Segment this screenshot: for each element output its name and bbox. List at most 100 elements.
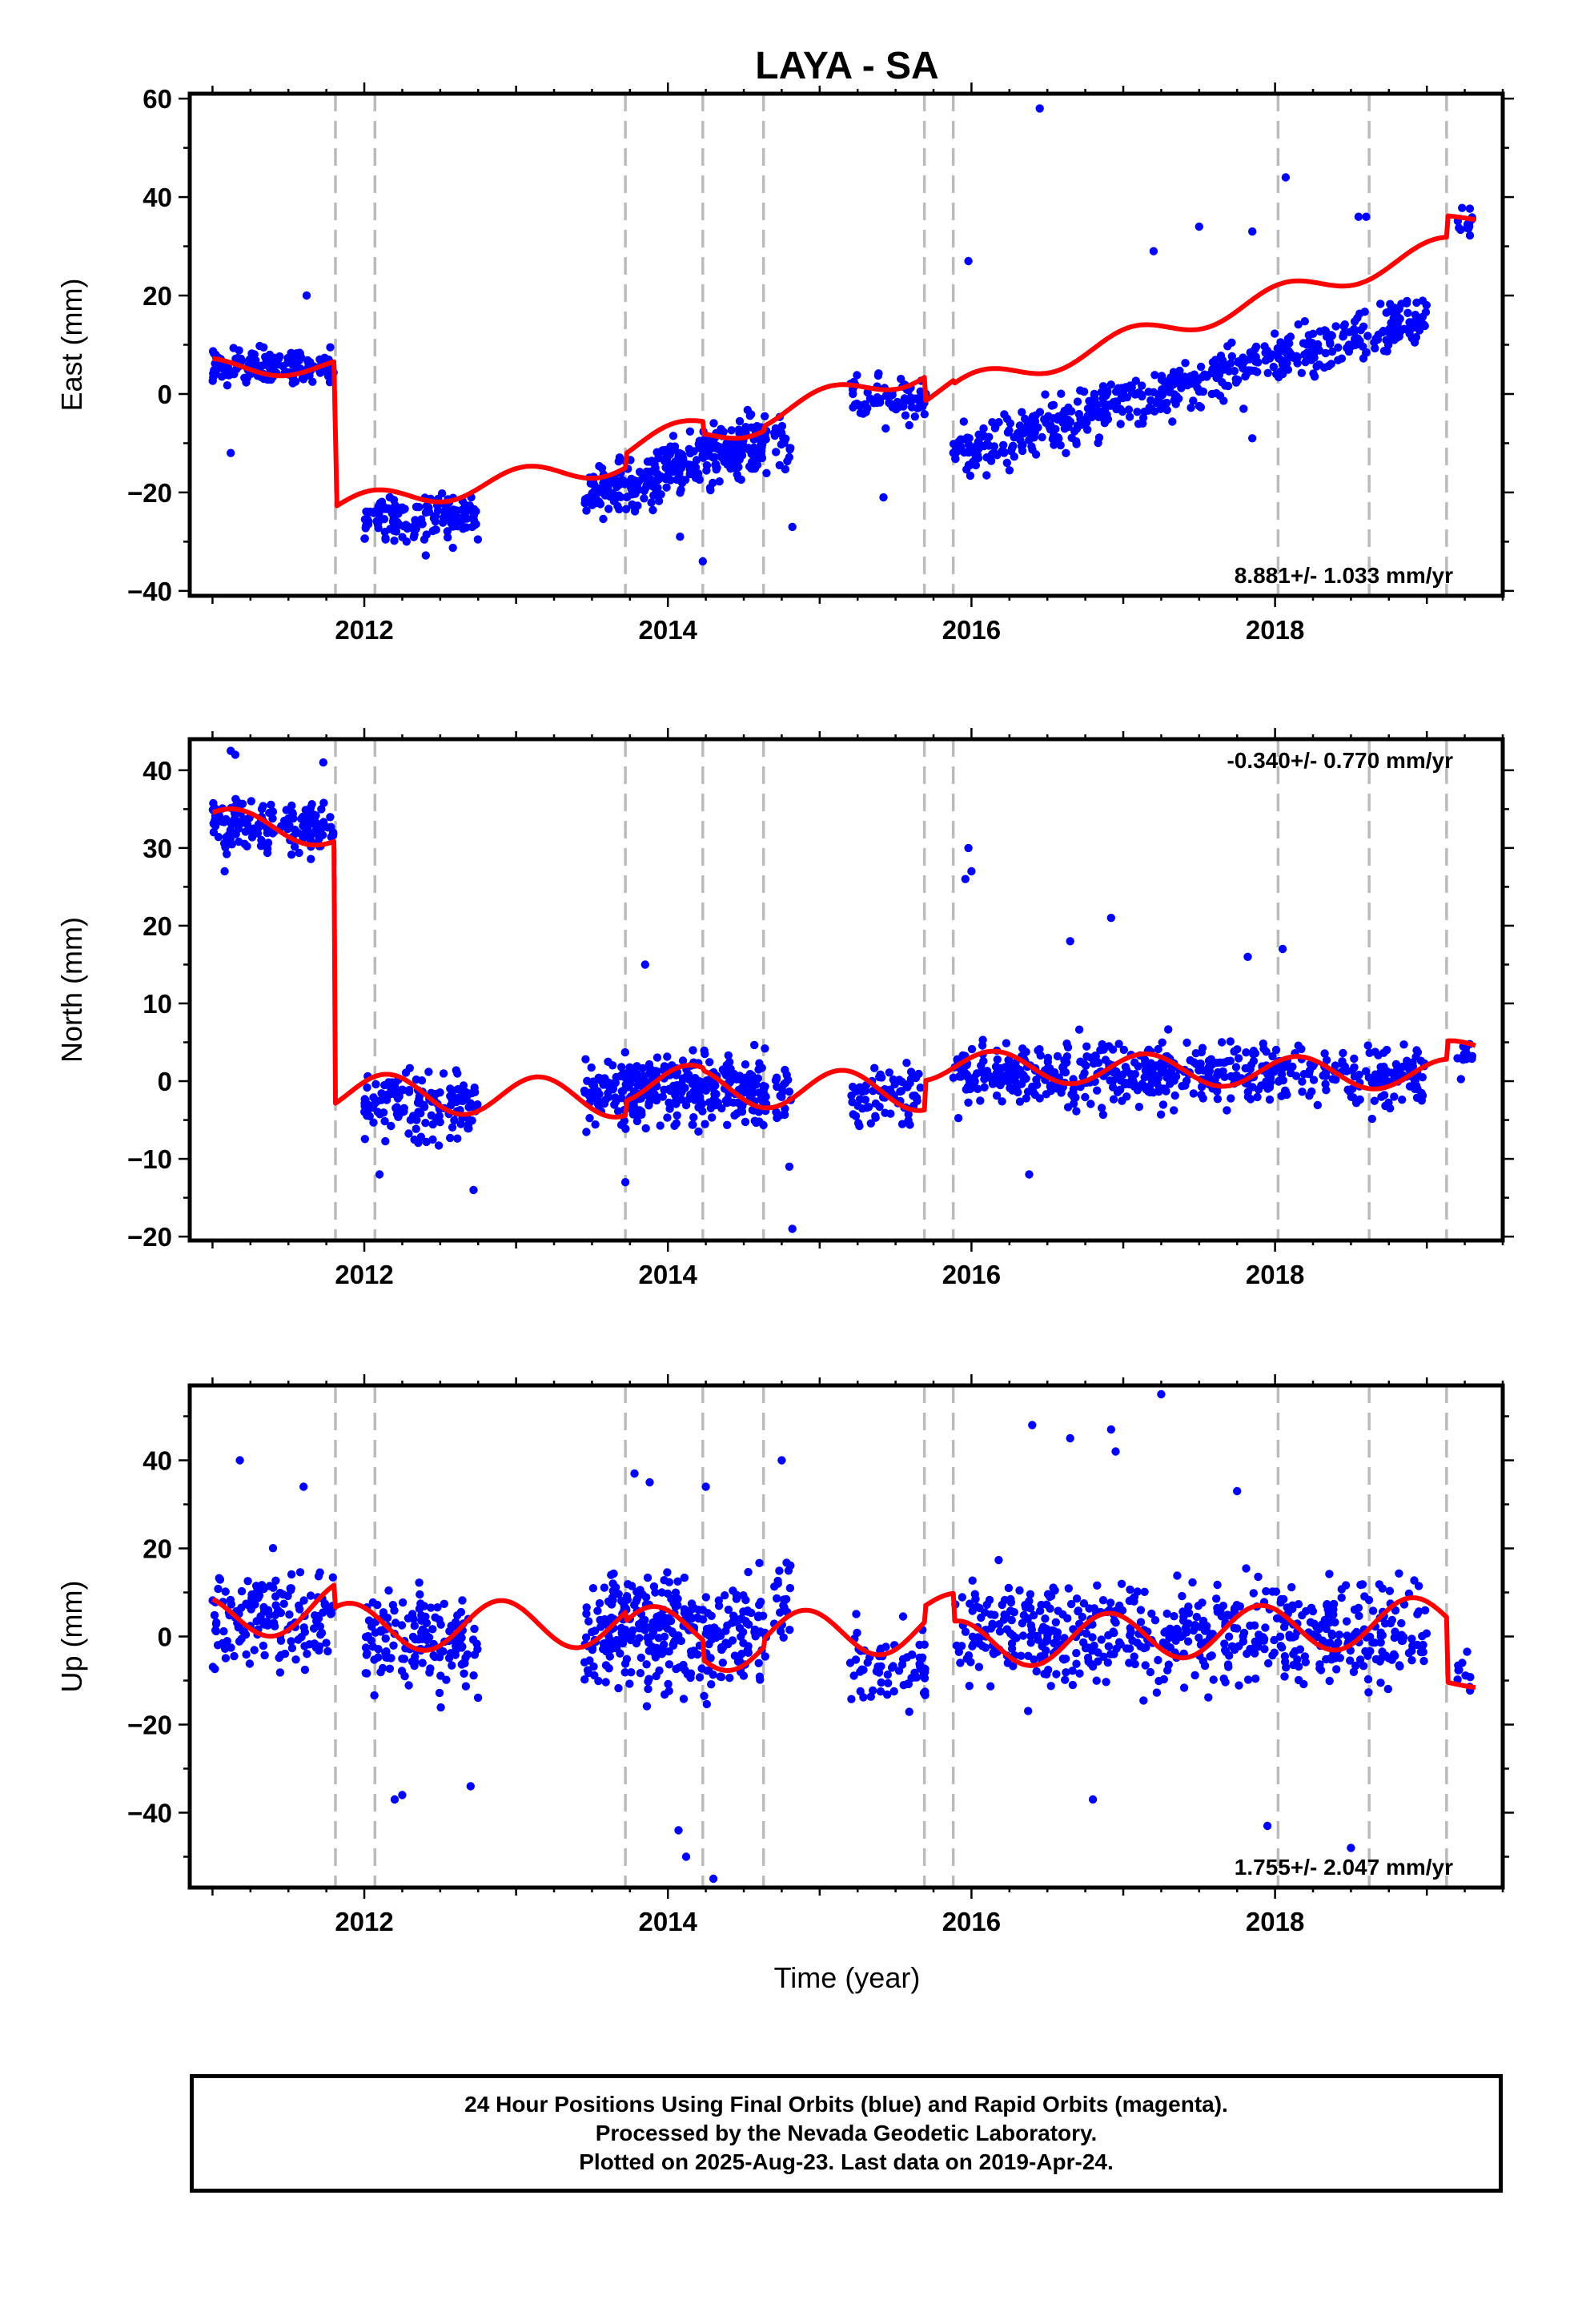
data-point	[421, 551, 430, 560]
data-point	[1057, 389, 1066, 398]
data-point	[1367, 1114, 1377, 1124]
data-point	[642, 1660, 651, 1669]
data-point	[1125, 1659, 1134, 1667]
data-point	[230, 370, 239, 379]
data-point	[403, 521, 412, 531]
data-point	[1074, 1606, 1082, 1616]
data-point	[267, 360, 276, 370]
data-point	[1390, 1092, 1399, 1101]
data-point	[709, 419, 718, 428]
data-point	[1249, 1589, 1259, 1598]
data-point	[724, 1051, 733, 1060]
data-point	[725, 1674, 734, 1683]
data-point	[450, 1116, 459, 1125]
data-point	[390, 1606, 399, 1615]
data-point	[908, 1651, 917, 1659]
data-point	[644, 1675, 653, 1683]
data-point	[729, 1586, 737, 1595]
data-point	[315, 1568, 324, 1577]
data-point	[312, 1617, 321, 1626]
data-point	[1397, 1618, 1406, 1628]
data-point	[884, 1679, 893, 1687]
data-point	[436, 1118, 444, 1127]
data-point	[900, 394, 909, 403]
data-point	[600, 1614, 609, 1624]
data-point	[1385, 1586, 1395, 1595]
data-point	[881, 424, 890, 433]
data-point	[877, 1678, 885, 1687]
data-point	[1014, 1088, 1022, 1097]
data-point	[271, 1576, 280, 1586]
data-point	[701, 1629, 711, 1638]
data-point	[287, 1643, 297, 1653]
data-point	[1223, 1057, 1232, 1066]
data-point	[1119, 1045, 1129, 1055]
data-point	[1212, 373, 1221, 382]
data-point	[699, 453, 708, 462]
data-point	[257, 805, 267, 814]
data-point	[1116, 420, 1125, 428]
data-point	[964, 1098, 973, 1108]
caption-line-1: 24 Hour Positions Using Final Orbits (bl…	[464, 2092, 1228, 2117]
data-point	[717, 1645, 726, 1655]
data-point	[981, 1073, 990, 1083]
data-point	[601, 1661, 611, 1670]
data-point	[995, 1620, 1004, 1629]
data-point	[381, 1136, 390, 1146]
data-point	[656, 472, 665, 481]
data-point	[1350, 1054, 1359, 1063]
data-point	[1166, 373, 1175, 382]
data-point	[629, 1073, 639, 1082]
data-point	[1363, 1675, 1373, 1684]
data-point	[614, 1683, 623, 1693]
data-point	[1305, 1092, 1314, 1100]
data-point	[410, 1135, 419, 1144]
data-point	[695, 475, 704, 485]
data-point	[422, 1137, 431, 1147]
data-point	[777, 429, 786, 439]
data-point	[1353, 334, 1363, 343]
data-point	[268, 1544, 278, 1553]
data-point	[1364, 1688, 1373, 1697]
data-point	[986, 1682, 995, 1691]
data-point	[1061, 1675, 1070, 1684]
data-point	[979, 424, 988, 433]
data-point	[260, 1651, 269, 1660]
data-point	[1227, 1072, 1236, 1081]
data-point	[1393, 1068, 1402, 1077]
data-point	[417, 515, 426, 524]
data-point	[237, 1634, 246, 1643]
data-point	[1359, 322, 1368, 331]
data-point	[322, 1638, 331, 1647]
data-point	[612, 1639, 620, 1648]
data-point	[772, 1108, 781, 1116]
data-point	[385, 1090, 395, 1099]
data-point	[275, 1588, 285, 1598]
data-point	[375, 509, 383, 519]
data-point	[1338, 1059, 1347, 1069]
data-point	[593, 1606, 602, 1615]
data-point	[1250, 1621, 1259, 1630]
data-point	[1379, 1048, 1388, 1057]
data-point	[673, 1577, 682, 1586]
data-point	[988, 418, 997, 427]
data-point	[902, 1059, 911, 1068]
data-point	[1060, 424, 1070, 433]
data-point	[628, 1626, 637, 1635]
data-point	[1227, 1094, 1235, 1103]
data-point	[1134, 1062, 1142, 1071]
data-point	[665, 1660, 674, 1669]
data-point	[1329, 1610, 1338, 1619]
data-point	[1189, 1626, 1199, 1635]
data-point	[1062, 1039, 1071, 1048]
data-point	[436, 1620, 445, 1629]
data-point	[734, 463, 743, 472]
data-point	[1279, 346, 1287, 356]
data-point	[1383, 1684, 1393, 1694]
data-point	[970, 1590, 980, 1598]
data-point	[1106, 380, 1115, 389]
data-point	[1350, 1605, 1359, 1614]
data-point	[1127, 1595, 1137, 1604]
data-point	[919, 1688, 929, 1698]
data-point	[1327, 331, 1335, 340]
